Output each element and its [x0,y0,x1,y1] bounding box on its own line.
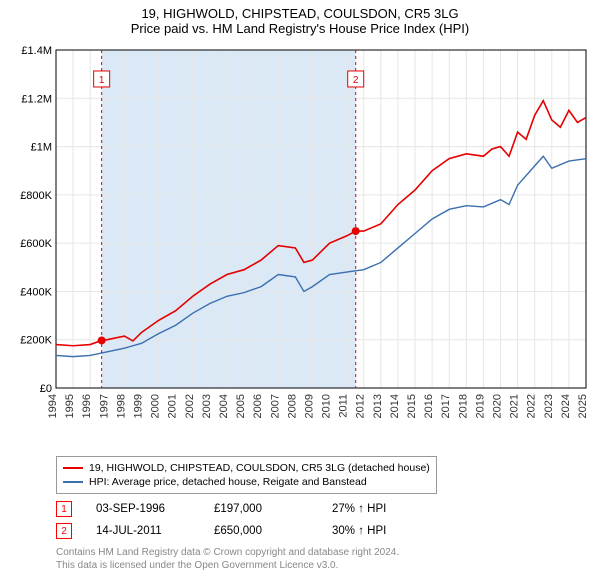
svg-text:2004: 2004 [218,394,230,418]
svg-text:2: 2 [353,75,359,86]
svg-text:2011: 2011 [338,394,350,418]
svg-text:2015: 2015 [406,394,418,418]
sale-delta-2: 30% ↑ HPI [332,525,426,537]
svg-text:2012: 2012 [355,394,367,418]
svg-text:1995: 1995 [64,394,76,418]
sale-marker-1: 1 [56,501,72,517]
svg-text:£1.2M: £1.2M [21,93,52,105]
credit-line-2: This data is licensed under the Open Gov… [56,559,590,572]
chart-svg: £0 £200K £400K £600K £800K £1M £1.2M £1.4M 1994 1… [10,42,590,452]
svg-text:£1.4M: £1.4M [21,45,52,57]
svg-text:2013: 2013 [372,394,384,418]
legend-swatch-hpi [63,481,83,483]
svg-text:2024: 2024 [560,394,572,418]
svg-text:2009: 2009 [303,394,315,418]
svg-text:2019: 2019 [474,394,486,418]
svg-text:1999: 1999 [132,394,144,418]
svg-text:1998: 1998 [115,394,127,418]
sale-date-1: 03-SEP-1996 [96,503,190,515]
svg-text:£0: £0 [40,383,52,395]
sale-row-1: 1 03-SEP-1996 £197,000 27% ↑ HPI [56,498,590,520]
svg-text:2002: 2002 [184,394,196,418]
svg-text:1997: 1997 [98,394,110,418]
svg-text:2020: 2020 [492,394,504,418]
svg-text:2023: 2023 [543,394,555,418]
svg-text:£600K: £600K [20,238,52,250]
svg-text:2008: 2008 [286,394,298,418]
svg-text:2005: 2005 [235,394,247,418]
svg-text:2021: 2021 [509,394,521,418]
sale-row-2: 2 14-JUL-2011 £650,000 30% ↑ HPI [56,520,590,542]
svg-text:£800K: £800K [20,190,52,202]
sale-price-2: £650,000 [214,525,308,537]
sales-table: 1 03-SEP-1996 £197,000 27% ↑ HPI 2 14-JU… [56,498,590,542]
svg-text:1996: 1996 [81,394,93,418]
page-title: 19, HIGHWOLD, CHIPSTEAD, COULSDON, CR5 3… [10,6,590,21]
price-chart: £0 £200K £400K £600K £800K £1M £1.2M £1.4M 1994 1… [10,42,590,452]
svg-text:2000: 2000 [150,394,162,418]
legend: 19, HIGHWOLD, CHIPSTEAD, COULSDON, CR5 3… [56,456,437,494]
legend-swatch-property [63,467,83,469]
svg-text:2018: 2018 [457,394,469,418]
svg-text:2014: 2014 [389,394,401,418]
sale-date-2: 14-JUL-2011 [96,525,190,537]
svg-text:2022: 2022 [526,394,538,418]
svg-text:1: 1 [99,75,105,86]
page-subtitle: Price paid vs. HM Land Registry's House … [10,21,590,36]
legend-label-hpi: HPI: Average price, detached house, Reig… [89,475,367,489]
svg-text:2003: 2003 [201,394,213,418]
legend-item-property: 19, HIGHWOLD, CHIPSTEAD, COULSDON, CR5 3… [63,461,430,475]
svg-text:2006: 2006 [252,394,264,418]
svg-text:2017: 2017 [440,394,452,418]
sale-delta-1: 27% ↑ HPI [332,503,426,515]
svg-text:£400K: £400K [20,286,52,298]
sale-price-1: £197,000 [214,503,308,515]
svg-text:2007: 2007 [269,394,281,418]
legend-label-property: 19, HIGHWOLD, CHIPSTEAD, COULSDON, CR5 3… [89,461,430,475]
credit-text: Contains HM Land Registry data © Crown c… [56,546,590,572]
svg-text:2010: 2010 [321,394,333,418]
svg-text:£200K: £200K [20,335,52,347]
credit-line-1: Contains HM Land Registry data © Crown c… [56,546,590,559]
legend-item-hpi: HPI: Average price, detached house, Reig… [63,475,430,489]
sale-marker-2: 2 [56,523,72,539]
svg-text:2025: 2025 [577,394,589,418]
svg-text:2001: 2001 [167,394,179,418]
svg-text:2016: 2016 [423,394,435,418]
svg-text:£1M: £1M [31,142,52,154]
svg-text:1994: 1994 [47,394,59,418]
